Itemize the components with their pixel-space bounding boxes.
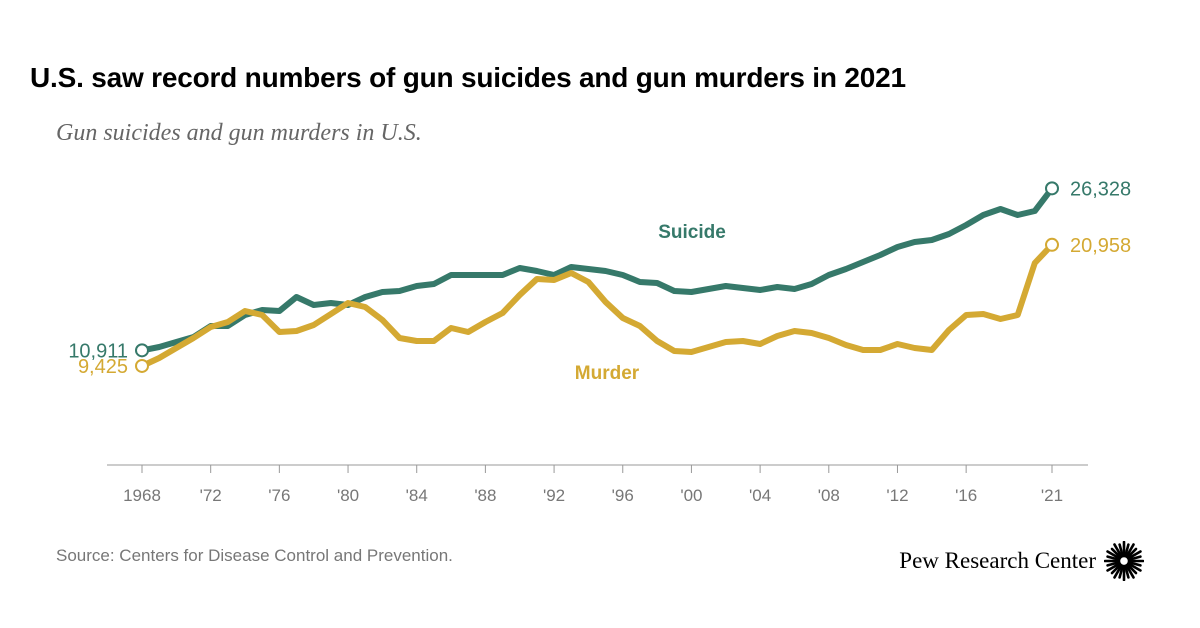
series-line-murder <box>140 242 1055 369</box>
x-tick-label: '72 <box>200 486 222 505</box>
series-line-suicide <box>141 186 1055 354</box>
end-marker-suicide <box>1045 181 1059 196</box>
series-label-suicide: Suicide <box>658 222 726 243</box>
end-value-label-suicide: 26,328 <box>1070 178 1131 200</box>
x-tick-label: '16 <box>955 486 977 505</box>
x-tick-label: '96 <box>612 486 634 505</box>
logo-text: Pew Research Center <box>899 548 1096 573</box>
x-tick-label: '80 <box>337 486 359 505</box>
series-label-murder: Murder <box>575 363 640 384</box>
end-marker-murder <box>1045 237 1059 252</box>
x-tick-label: '92 <box>543 486 565 505</box>
start-marker-suicide <box>135 343 149 358</box>
x-tick-label: '76 <box>268 486 290 505</box>
x-tick-label: 1968 <box>123 486 161 505</box>
source-note: Source: Centers for Disease Control and … <box>56 546 453 565</box>
start-marker-murder <box>135 358 149 373</box>
pew-sunburst-icon <box>1104 541 1144 581</box>
end-value-label-murder: 20,958 <box>1070 235 1131 257</box>
pew-logo: Pew Research Center <box>899 541 1144 581</box>
start-value-label-murder: 9,425 <box>78 356 128 378</box>
x-tick-label: '12 <box>886 486 908 505</box>
x-tick-label: '04 <box>749 486 771 505</box>
x-tick-label: '00 <box>680 486 702 505</box>
chart-title: U.S. saw record numbers of gun suicides … <box>30 62 906 93</box>
chart-subtitle: Gun suicides and gun murders in U.S. <box>56 120 422 146</box>
start-value-label-suicide: 10,911 <box>68 340 128 362</box>
x-tick-label: '08 <box>818 486 840 505</box>
x-tick-label: '88 <box>474 486 496 505</box>
x-tick-label: '21 <box>1041 486 1063 505</box>
x-tick-label: '84 <box>406 486 428 505</box>
